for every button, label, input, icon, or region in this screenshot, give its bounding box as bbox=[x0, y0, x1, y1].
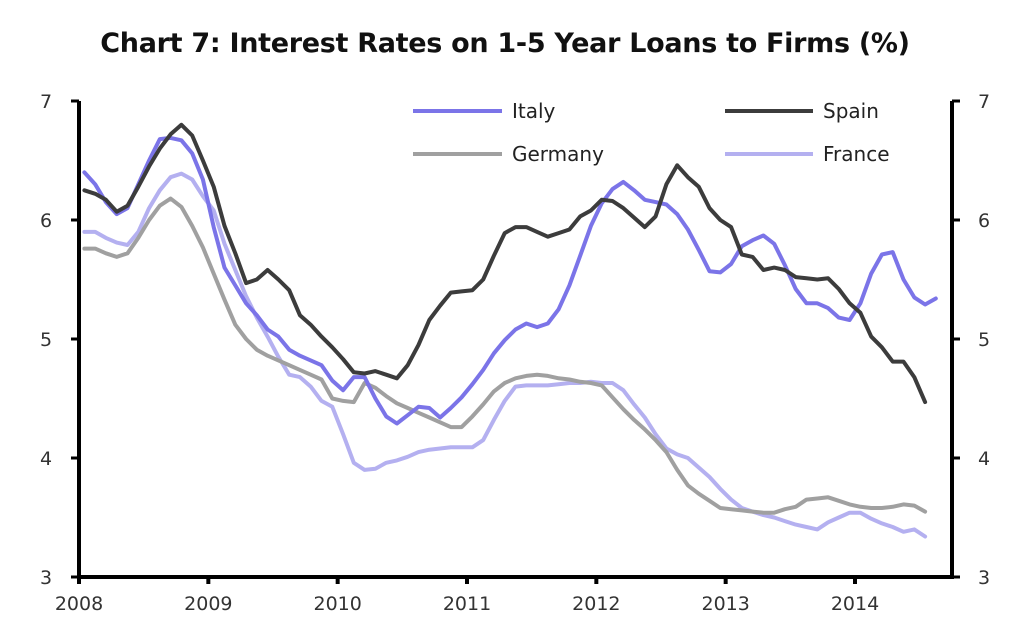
y-tick-label-right: 7 bbox=[978, 91, 990, 113]
series-line-france bbox=[82, 171, 928, 539]
x-tick-label: 2008 bbox=[55, 593, 103, 615]
x-tick-label: 2011 bbox=[443, 593, 491, 615]
legend-label-spain: Spain bbox=[823, 99, 879, 123]
y-tick-label-left: 4 bbox=[40, 448, 52, 470]
legend: Italy Spain Germany France bbox=[413, 99, 890, 166]
y-tick-label-right: 5 bbox=[978, 329, 990, 351]
y-tick-label-right: 6 bbox=[978, 210, 990, 232]
ticks-layer: 2008 2009 2010 2011 2012 2013 2014 7 6 5 4 3 7 6 5 4 3 bbox=[40, 91, 990, 615]
y-tick-label-left: 5 bbox=[40, 329, 52, 351]
y-tick-label-left: 3 bbox=[40, 567, 52, 589]
legend-label-france: France bbox=[823, 142, 890, 166]
series-line-germany bbox=[82, 196, 928, 515]
series-layer bbox=[82, 122, 938, 539]
y-tick-label-left: 7 bbox=[40, 91, 52, 113]
x-tick-label: 2010 bbox=[313, 593, 361, 615]
y-tick-label-right: 3 bbox=[978, 567, 990, 589]
chart-title: Chart 7: Interest Rates on 1-5 Year Loan… bbox=[100, 28, 910, 59]
y-tick-label-right: 4 bbox=[978, 448, 990, 470]
x-tick-label: 2013 bbox=[701, 593, 749, 615]
x-tick-label: 2009 bbox=[184, 593, 232, 615]
legend-item-italy: Italy bbox=[413, 99, 556, 123]
series-line-italy bbox=[82, 135, 938, 426]
x-tick-label: 2014 bbox=[831, 593, 879, 615]
legend-item-spain: Spain bbox=[725, 99, 879, 123]
x-tick-label: 2012 bbox=[572, 593, 620, 615]
legend-label-germany: Germany bbox=[512, 142, 604, 166]
legend-label-italy: Italy bbox=[512, 99, 556, 123]
series-line-spain bbox=[82, 122, 928, 405]
y-tick-label-left: 6 bbox=[40, 210, 52, 232]
legend-item-france: France bbox=[725, 142, 890, 166]
legend-item-germany: Germany bbox=[413, 142, 604, 166]
